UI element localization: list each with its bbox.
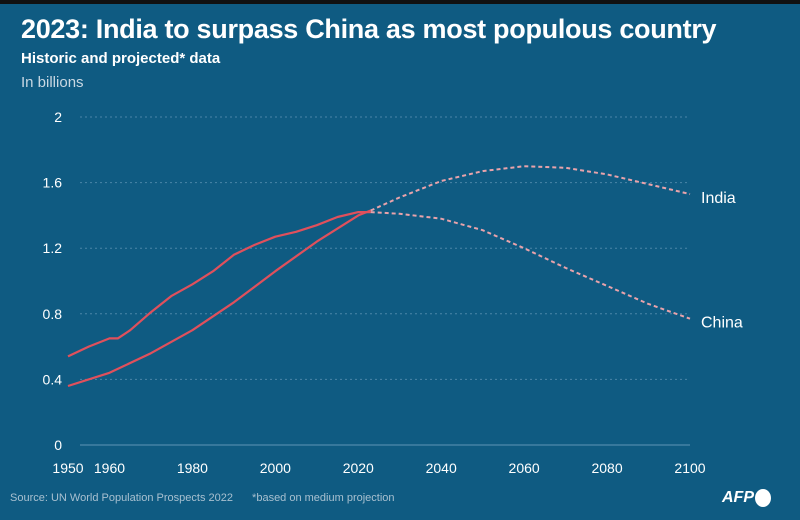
top-border [0, 0, 800, 4]
x-tick-label: 2000 [260, 460, 291, 476]
x-tick-label: 2040 [426, 460, 457, 476]
chart-subtitle: Historic and projected* data [21, 50, 221, 67]
footer: Source: UN World Population Prospects 20… [10, 492, 411, 504]
note-text: *based on medium projection [252, 492, 395, 504]
historic-line-india [67, 209, 372, 388]
logo-dot-icon [755, 489, 771, 507]
projected-line-china [370, 211, 691, 320]
historic-line-china [67, 211, 371, 358]
series-label-china: China [701, 315, 743, 332]
afp-logo: AFP [722, 489, 771, 507]
source-text: Source: UN World Population Prospects 20… [10, 492, 233, 504]
y-tick-label: 0.4 [43, 371, 63, 387]
y-tick-label: 1.2 [43, 240, 63, 256]
unit-label: In billions [21, 74, 84, 91]
x-tick-label: 2080 [591, 460, 622, 476]
series-label-india: India [701, 190, 736, 207]
y-tick-label: 0.8 [43, 306, 63, 322]
x-tick-label: 2100 [674, 460, 705, 476]
logo-text: AFP [722, 489, 754, 506]
y-tick-label: 1.6 [43, 175, 63, 191]
x-tick-label: 1960 [94, 460, 125, 476]
y-tick-label: 2 [54, 109, 62, 125]
x-tick-label: 2020 [343, 460, 374, 476]
x-tick-label: 1980 [177, 460, 208, 476]
y-tick-label: 0 [54, 437, 62, 453]
chart-title: 2023: India to surpass China as most pop… [21, 14, 717, 44]
x-tick-label: 2060 [509, 460, 540, 476]
x-tick-label: 1950 [52, 460, 83, 476]
projected-line-india [370, 165, 691, 212]
